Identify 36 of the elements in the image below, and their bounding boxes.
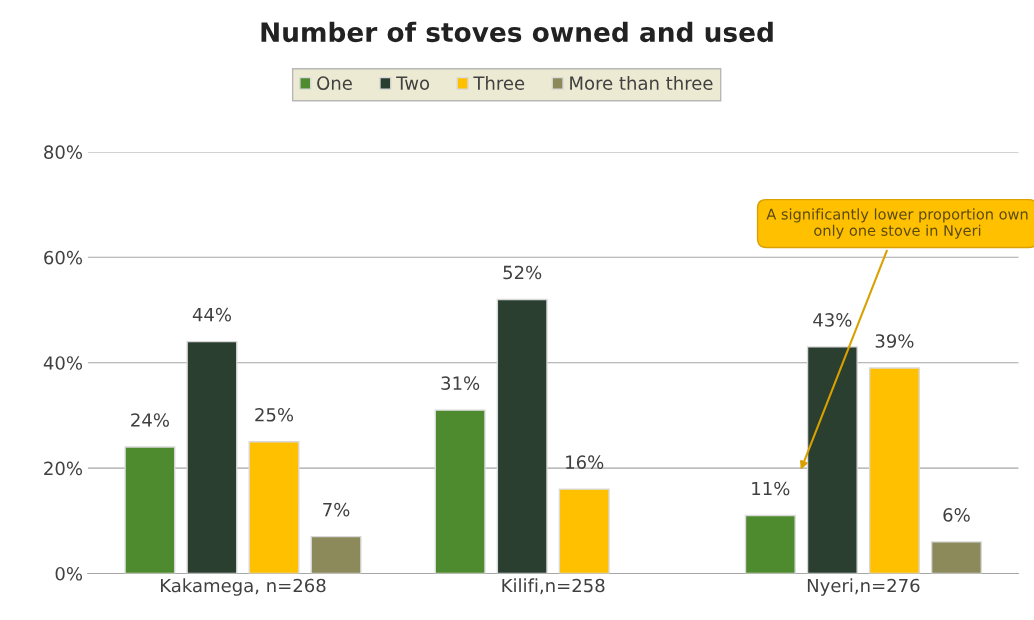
data-label: 31%: [441, 376, 480, 390]
bar: [310, 535, 362, 574]
bar: [558, 488, 610, 574]
x-tick-label: Kakamega, n=268: [161, 578, 326, 596]
y-tick-label: 20%: [44, 461, 83, 476]
data-label: 25%: [255, 407, 294, 422]
y-tick-label: 0%: [55, 566, 83, 581]
y-tick-label: 40%: [43, 356, 83, 370]
y-tick-label: 80%: [44, 145, 83, 160]
bar: [744, 514, 796, 574]
bar: [186, 340, 238, 574]
y-tick-label: 60%: [44, 250, 83, 265]
data-label: 44%: [192, 307, 232, 322]
data-label: 24%: [131, 413, 169, 427]
bar: [868, 367, 920, 574]
legend-label: Two: [396, 76, 430, 90]
bar: [496, 298, 548, 574]
data-label: 7%: [323, 502, 350, 517]
annotation: A significantly lower proportion own only one stove in Nyeri: [766, 208, 1028, 239]
data-label: 52%: [503, 265, 542, 280]
data-label: 39%: [875, 334, 914, 348]
bar: [248, 441, 300, 574]
x-tick-label: Kilifi,n=258: [502, 578, 605, 595]
bar: [124, 446, 176, 574]
chart-title: Number of stoves owned and used: [261, 21, 773, 43]
data-label: 43%: [813, 313, 852, 327]
data-label: 16%: [566, 455, 604, 470]
bar: [930, 541, 982, 574]
data-label: 6%: [943, 508, 970, 522]
bar: [434, 409, 486, 574]
bar: [806, 346, 858, 574]
legend-label: Three: [473, 76, 525, 90]
x-tick-label: Nyeri,n=276: [807, 578, 920, 596]
data-label: 11%: [752, 481, 790, 496]
legend-label: More than three: [570, 76, 713, 90]
legend-label: One: [317, 76, 352, 90]
